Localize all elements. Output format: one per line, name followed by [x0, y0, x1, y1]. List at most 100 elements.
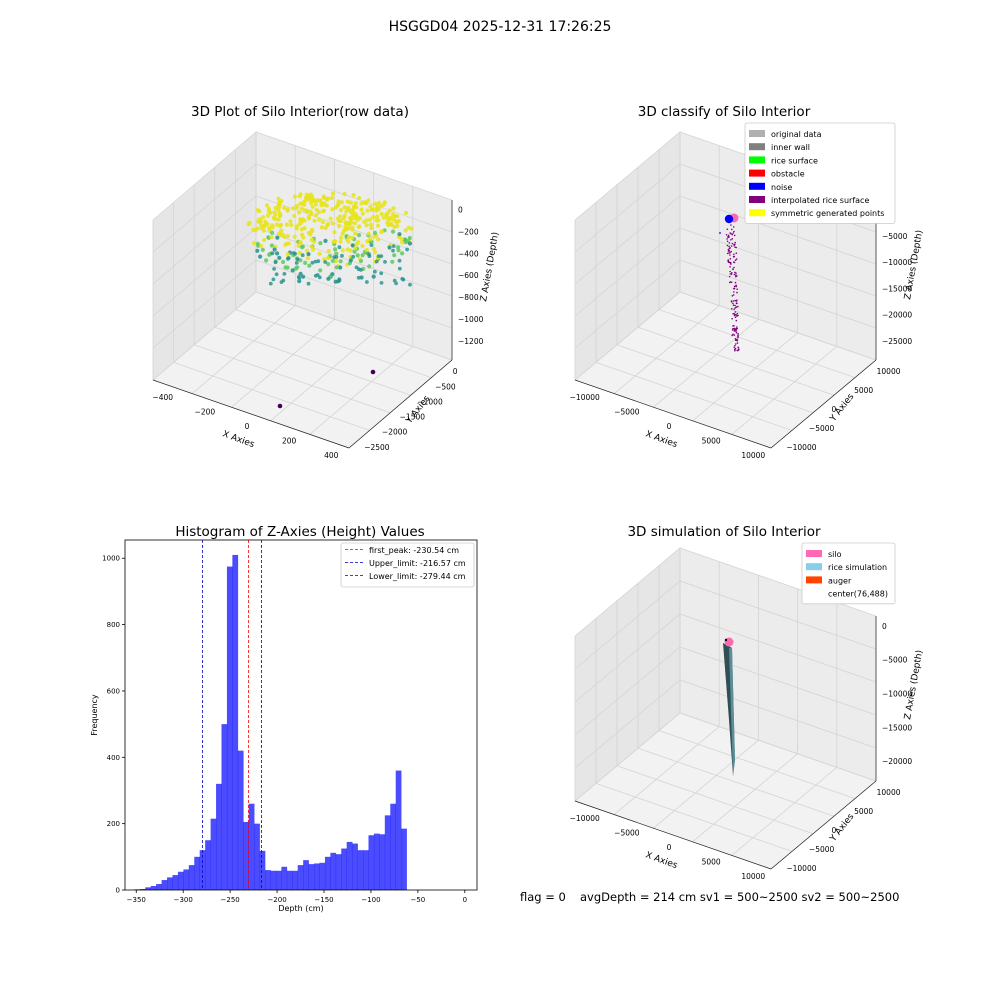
interpolated-surface-point: [733, 261, 735, 263]
sim-grid-floor-x: [731, 767, 838, 856]
sim-y-tick-label: 5000: [854, 807, 873, 816]
interpolated-surface-point: [727, 260, 730, 263]
cls-grid-floor-x: [731, 346, 838, 435]
histogram-bar: [357, 850, 364, 890]
sim-z-tick-label: 0: [882, 622, 887, 631]
raw-data-point: [323, 260, 328, 264]
histogram-bars: [134, 554, 407, 890]
raw-data-point: [341, 228, 347, 233]
raw-data-point: [292, 234, 297, 239]
raw-data-point: [372, 234, 377, 239]
raw-data-point: [365, 208, 370, 213]
raw-data-point: [320, 219, 325, 225]
raw-grid-floor-y: [214, 326, 411, 396]
interpolated-surface-point: [736, 342, 739, 344]
raw-data-point: [403, 210, 409, 216]
raw-data-point: [302, 202, 307, 207]
cls-x-axis-line: [574, 379, 772, 449]
raw-data-point: [255, 208, 260, 213]
panel-simulation: 3D simulation of Silo Interior −10000 −50…: [570, 524, 926, 881]
raw-data-point: [351, 192, 356, 198]
sim-y-tick-label: −10000: [786, 864, 816, 873]
raw-data-point: [304, 192, 309, 197]
interpolated-surface-point: [729, 270, 731, 273]
raw-data-point: [251, 227, 256, 232]
histogram-bar: [395, 770, 402, 890]
raw-data-point: [337, 224, 342, 229]
raw-grid-floor-x: [270, 332, 374, 422]
raw-data-point: [360, 211, 365, 216]
interpolated-surface-point: [734, 328, 736, 331]
raw-data-point: [324, 197, 330, 202]
raw-data-point: [336, 279, 340, 284]
y-tick-label: 800: [107, 621, 120, 629]
histogram-bar: [297, 865, 304, 890]
raw-data-point: [273, 205, 278, 211]
interpolated-surface-point: [734, 316, 737, 319]
raw-data-point: [285, 252, 290, 257]
raw-data-point: [345, 247, 350, 252]
sim-legend-frame: [801, 542, 896, 605]
histogram-bar: [346, 841, 353, 890]
raw-data-point: [376, 237, 381, 242]
interpolated-surface-point: [737, 346, 739, 349]
raw-data-point: [321, 194, 326, 199]
histogram-reference-lines: [202, 540, 262, 890]
z-axis-label-raw: Z Axies (Depth): [479, 231, 501, 302]
interpolated-surface-point: [731, 238, 734, 240]
sim-x-axis-line: [574, 800, 772, 870]
raw-data-point: [300, 253, 305, 258]
raw-data-point: [367, 252, 371, 257]
raw-data-point: [326, 249, 331, 254]
histogram-bar: [275, 870, 282, 890]
legend-histogram: first_peak: -230.54 cm Upper_limit: -216.…: [340, 542, 475, 588]
raw-data-point: [314, 213, 319, 218]
raw-data-point: [323, 238, 328, 243]
raw-data-point: [328, 216, 333, 221]
interpolated-surface-point: [737, 336, 739, 339]
interpolated-surface-point: [732, 300, 735, 302]
raw-data-point: [278, 232, 283, 237]
raw-data-point: [275, 251, 280, 256]
raw-data-point: [289, 222, 294, 228]
raw-data-point: [333, 259, 339, 264]
raw-data-point: [356, 240, 361, 245]
histogram-bar: [379, 834, 386, 890]
raw-data-point: [304, 248, 310, 253]
raw-data-point: [360, 253, 365, 258]
raw-data-point: [269, 234, 274, 240]
raw-data-point: [375, 214, 380, 219]
raw-data-point: [266, 206, 271, 212]
raw-data-point: [334, 251, 339, 256]
raw-data-point: [317, 217, 322, 222]
interpolated-surface-point: [733, 308, 735, 310]
raw-data-point: [407, 241, 413, 246]
raw-data-point: [353, 212, 358, 217]
histogram-bar: [314, 863, 320, 890]
y-tick-label: 400: [107, 754, 120, 762]
x-tick-label: −250: [221, 896, 240, 904]
raw-data-point: [338, 218, 343, 224]
raw-data-point: [350, 243, 355, 248]
interpolated-surface-point: [729, 281, 731, 284]
cls-legend-label: inner wall: [771, 143, 810, 152]
raw-data-point: [368, 236, 373, 242]
cls-grid-floor-y: [637, 326, 835, 396]
legend-simulation: silo rice simulation auger center(76,488): [801, 542, 896, 605]
x-axis-label-raw: X Axies: [221, 429, 256, 450]
raw-data-point: [342, 191, 347, 197]
raw-data-point: [310, 260, 315, 265]
interpolated-surface-point: [730, 224, 732, 226]
raw-data-point: [290, 268, 295, 273]
sim-grid-floor-y: [616, 765, 814, 835]
raw-x-tick-label: 200: [282, 437, 297, 446]
raw-data-point: [317, 198, 322, 203]
raw-data-point: [274, 272, 279, 277]
histogram-bar: [210, 818, 217, 890]
raw-data-point: [338, 259, 343, 264]
cls-y-tick-label: 0: [832, 405, 837, 414]
sim-y-tick-label: 10000: [877, 788, 901, 797]
raw-data-point: [267, 252, 272, 257]
cls-x-tick-label: 5000: [702, 437, 721, 446]
histogram-bar: [150, 886, 157, 890]
